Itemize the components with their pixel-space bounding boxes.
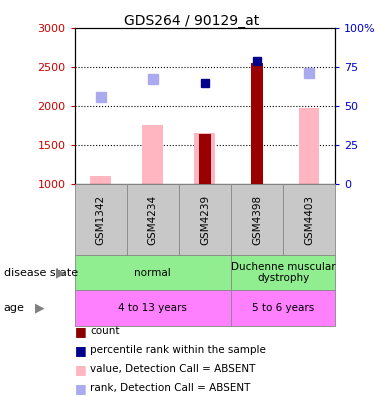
Text: normal: normal xyxy=(134,268,171,278)
Text: ■: ■ xyxy=(75,363,87,376)
Text: ■: ■ xyxy=(75,325,87,338)
Bar xyxy=(251,63,263,184)
Bar xyxy=(195,133,215,184)
Text: GSM4398: GSM4398 xyxy=(252,195,262,245)
Bar xyxy=(142,126,163,184)
Text: ■: ■ xyxy=(75,344,87,357)
Bar xyxy=(299,108,319,184)
Bar xyxy=(90,176,111,184)
Text: percentile rank within the sample: percentile rank within the sample xyxy=(90,345,266,356)
Text: GSM1342: GSM1342 xyxy=(96,195,106,245)
Text: GSM4239: GSM4239 xyxy=(200,195,210,245)
Text: ▶: ▶ xyxy=(56,266,65,279)
Text: age: age xyxy=(4,303,25,313)
Text: 5 to 6 years: 5 to 6 years xyxy=(252,303,314,313)
Text: ■: ■ xyxy=(75,382,87,395)
Text: disease state: disease state xyxy=(4,268,78,278)
Text: 4 to 13 years: 4 to 13 years xyxy=(118,303,187,313)
Text: GSM4403: GSM4403 xyxy=(304,195,314,245)
Text: value, Detection Call = ABSENT: value, Detection Call = ABSENT xyxy=(90,364,255,375)
Text: GSM4234: GSM4234 xyxy=(148,195,158,245)
Bar xyxy=(199,134,211,184)
Text: count: count xyxy=(90,326,119,337)
Text: ▶: ▶ xyxy=(34,301,44,314)
Text: Duchenne muscular
dystrophy: Duchenne muscular dystrophy xyxy=(231,262,336,284)
Text: rank, Detection Call = ABSENT: rank, Detection Call = ABSENT xyxy=(90,383,250,394)
Text: GDS264 / 90129_at: GDS264 / 90129_at xyxy=(124,14,259,28)
